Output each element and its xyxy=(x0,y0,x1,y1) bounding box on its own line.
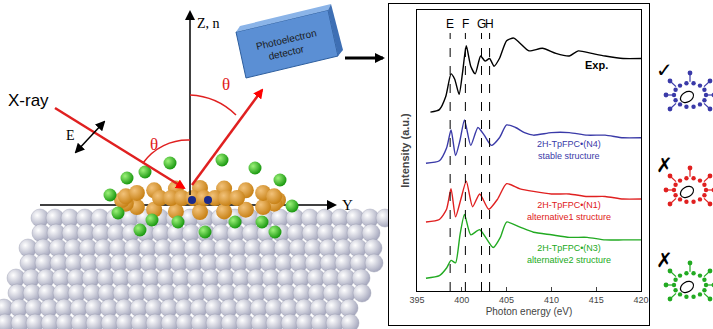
svg-text:Intensity (a.u.): Intensity (a.u.) xyxy=(399,113,411,188)
svg-text:400: 400 xyxy=(454,295,469,305)
svg-text:Photon energy (eV): Photon energy (eV) xyxy=(486,306,573,317)
svg-text:Exp.: Exp. xyxy=(585,59,608,71)
svg-text:E: E xyxy=(446,17,454,31)
svg-text:✗: ✗ xyxy=(656,153,673,177)
svg-text:415: 415 xyxy=(589,295,604,305)
svg-text:Photoelectron: Photoelectron xyxy=(254,27,318,52)
svg-text:2H-TpFPC•(N4)stable structure: 2H-TpFPC•(N4)stable structure xyxy=(537,139,601,161)
svg-text:395: 395 xyxy=(409,295,424,305)
svg-text:Y: Y xyxy=(342,197,353,213)
svg-text:Z, n⃗: Z, n⃗ xyxy=(197,16,230,31)
svg-text:E⃗: E⃗ xyxy=(66,128,85,143)
svg-text:✓: ✓ xyxy=(656,58,673,82)
svg-text:405: 405 xyxy=(499,295,514,305)
svg-text:2H-TpFPC•(N3)alternative2 stru: 2H-TpFPC•(N3)alternative2 structure xyxy=(527,243,611,265)
svg-text:H: H xyxy=(485,17,494,31)
svg-text:420: 420 xyxy=(633,295,648,305)
svg-text:2H-TpFPC•(N1)alternative1 stru: 2H-TpFPC•(N1)alternative1 structure xyxy=(527,200,611,222)
svg-text:detector: detector xyxy=(267,43,305,62)
svg-text:✗: ✗ xyxy=(656,248,673,272)
svg-text:θ: θ xyxy=(222,75,230,94)
svg-text:X-ray: X-ray xyxy=(8,91,49,110)
svg-text:G: G xyxy=(477,17,486,31)
svg-text:θ: θ xyxy=(150,135,158,154)
svg-text:F: F xyxy=(462,17,469,31)
svg-text:410: 410 xyxy=(544,295,559,305)
